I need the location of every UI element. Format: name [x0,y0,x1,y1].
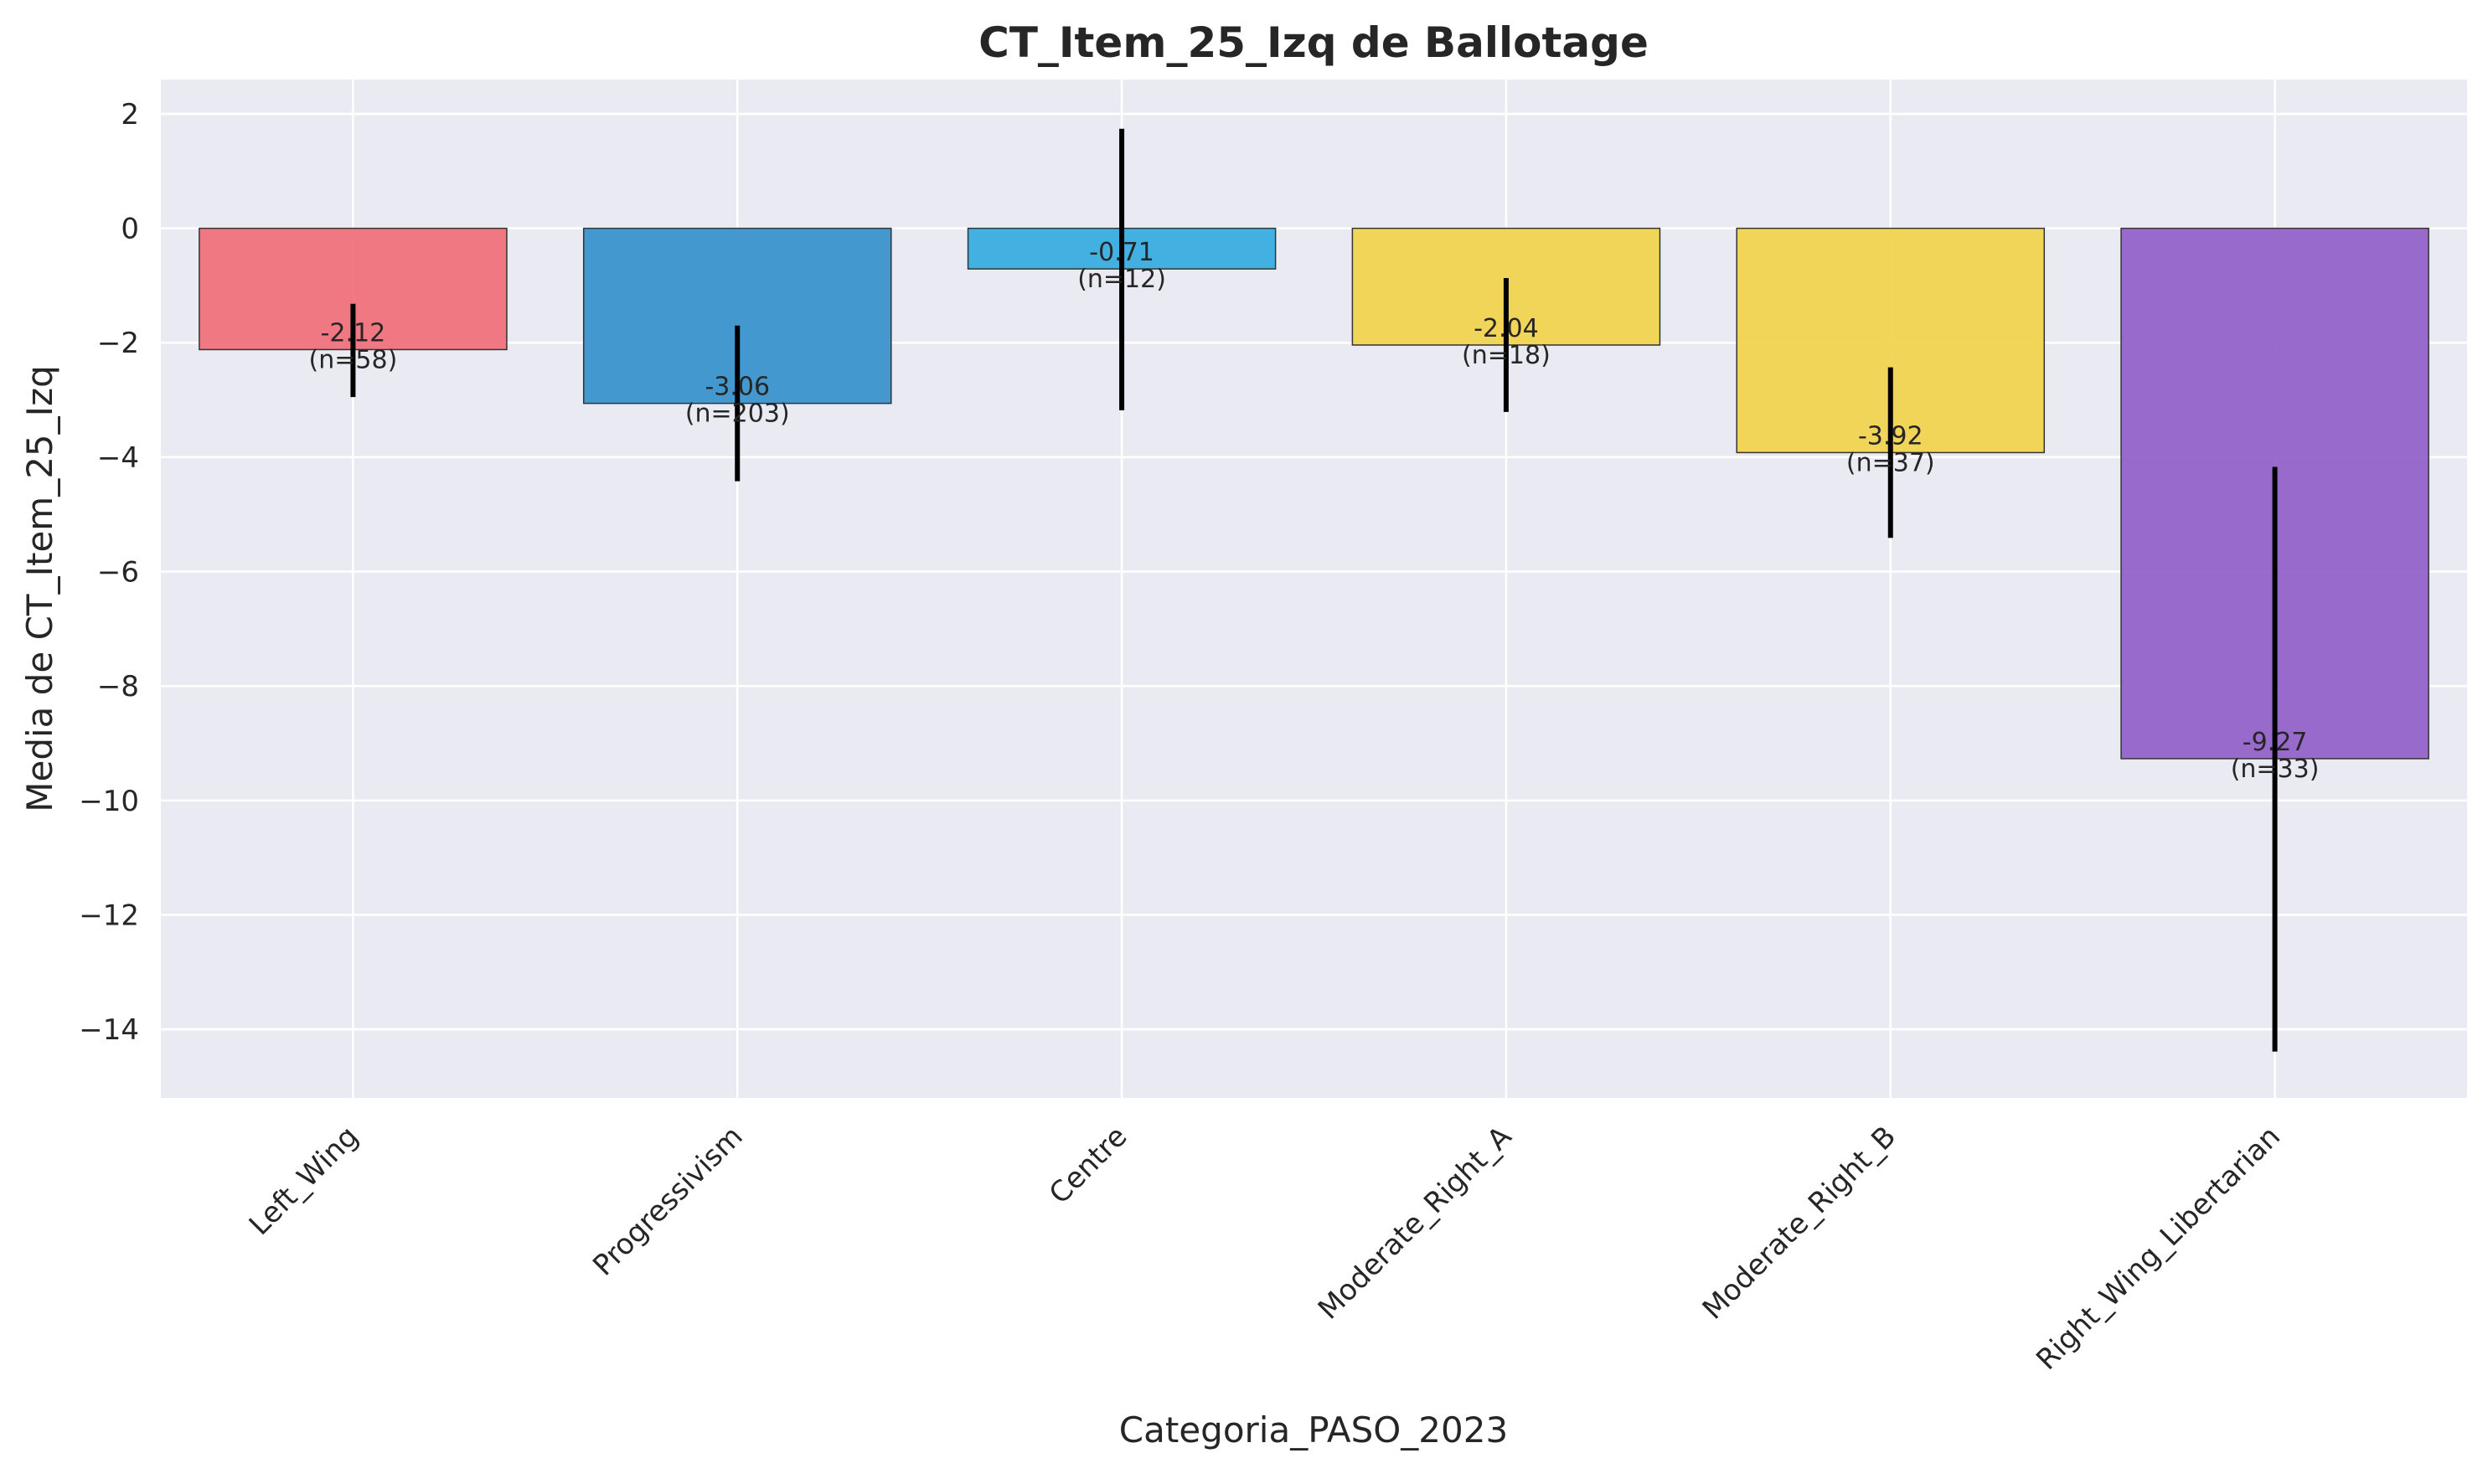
y-axis-ticks: 2 0 −2 −4 −6 −8 −10 −12 −14 [79,98,139,1047]
y-tick-label: −2 [97,327,139,360]
value-label: -9.27 [2243,728,2308,757]
data-labels: -2.12(n=58)-3.06(n=203)-0.71(n=12)-2.04(… [309,238,2320,784]
y-tick-label: −6 [97,556,139,590]
y-tick-label: −8 [97,670,139,703]
chart-title: CT_Item_25_Izq de Ballotage [978,18,1649,67]
n-label: (n=37) [1846,448,1935,477]
n-label: (n=203) [685,399,790,429]
y-tick-label: 2 [121,98,139,131]
value-label: -3.92 [1858,421,1923,451]
value-label: -0.71 [1089,238,1154,267]
x-axis-label: Categoria_PASO_2023 [1119,1409,1508,1451]
y-tick-label: 0 [121,213,139,246]
n-label: (n=58) [309,345,398,374]
n-label: (n=18) [1462,341,1551,370]
y-tick-label: −4 [97,441,139,475]
y-axis-label: Media de CT_Item_25_Izq [19,365,60,812]
value-label: -3.06 [705,373,770,402]
y-tick-label: −10 [79,785,139,818]
error-bars [350,128,2278,1052]
plot-area [161,80,2467,1098]
value-label: -2.04 [1474,314,1539,343]
n-label: (n=12) [1077,265,1166,294]
y-tick-label: −14 [79,1013,139,1047]
value-label: -2.12 [321,318,386,348]
grid-lines [161,80,2467,1098]
y-tick-label: −12 [79,899,139,932]
n-label: (n=33) [2231,755,2320,784]
